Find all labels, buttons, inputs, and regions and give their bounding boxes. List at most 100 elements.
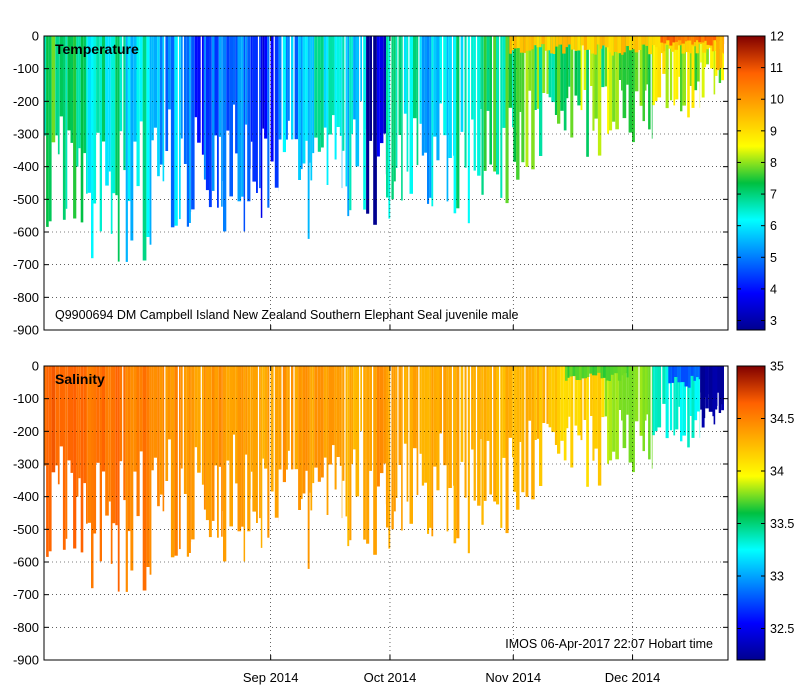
profile-column	[626, 366, 629, 415]
profile-column	[539, 366, 543, 486]
profile-column	[570, 36, 574, 138]
surface-layer-column	[638, 36, 642, 50]
profile-column	[93, 366, 97, 534]
profile-column	[59, 366, 63, 447]
profile-column	[76, 36, 79, 167]
profile-column	[480, 366, 482, 439]
profile-column	[146, 366, 150, 567]
profile-column	[291, 36, 294, 140]
surface-layer-column	[681, 36, 686, 54]
profile-column	[376, 366, 380, 487]
profile-column	[604, 366, 607, 417]
profile-column	[621, 36, 623, 91]
profile-column	[448, 36, 452, 158]
profile-column	[586, 36, 589, 157]
profile-column	[626, 36, 629, 85]
surface-layer-column	[687, 36, 690, 41]
profile-column	[697, 366, 700, 412]
profile-column	[165, 36, 169, 151]
profile-column	[294, 366, 298, 470]
colorbar-tick-label: 8	[770, 156, 777, 170]
profile-column	[493, 366, 496, 502]
profile-column	[105, 366, 109, 516]
surface-layer-column	[678, 36, 682, 46]
x-tick-label: Oct 2014	[364, 670, 417, 685]
profile-column	[203, 36, 206, 180]
colorbar-tick-label: 9	[770, 124, 777, 138]
surface-layer-column	[531, 36, 534, 50]
profile-column	[486, 366, 490, 441]
profile-column	[439, 36, 442, 104]
profile-column	[689, 366, 692, 416]
profile-column	[652, 366, 655, 436]
profile-column	[665, 36, 669, 109]
profile-column	[259, 366, 261, 519]
profile-column	[508, 366, 513, 438]
profile-column	[460, 366, 464, 462]
profile-column	[443, 366, 447, 466]
profile-column	[80, 366, 84, 553]
profile-column	[580, 366, 583, 441]
profile-column	[226, 36, 230, 131]
profile-column	[615, 366, 619, 460]
profile-column	[639, 366, 643, 436]
profile-column	[237, 366, 242, 532]
profile-column	[252, 366, 256, 512]
profile-column	[307, 366, 310, 569]
profile-column	[351, 36, 353, 134]
profile-column	[500, 366, 503, 528]
profile-column	[252, 36, 256, 182]
profile-column	[44, 36, 47, 136]
profile-column	[568, 366, 571, 417]
profile-column	[221, 36, 223, 207]
surface-layer-column	[614, 366, 618, 374]
profile-column	[157, 36, 160, 177]
surface-layer-column	[648, 36, 653, 55]
profile-column	[534, 366, 537, 440]
profile-column	[403, 36, 407, 114]
profile-column	[62, 366, 66, 550]
profile-column	[687, 36, 690, 118]
profile-column	[557, 36, 561, 124]
profile-column	[305, 36, 308, 141]
profile-column	[651, 366, 653, 469]
profile-column	[521, 366, 525, 493]
profile-column	[197, 366, 201, 473]
profile-column	[554, 366, 557, 445]
profile-column	[342, 366, 345, 481]
profile-column	[256, 36, 258, 193]
surface-layer-column	[720, 366, 724, 405]
profile-column	[642, 366, 645, 452]
profile-column	[481, 366, 484, 525]
profile-column	[427, 366, 430, 534]
profile-column	[267, 366, 270, 538]
surface-layer-column	[695, 366, 699, 378]
profile-column	[183, 36, 187, 164]
surface-layer-column	[723, 366, 724, 402]
profile-column	[96, 366, 100, 463]
profile-column	[130, 366, 134, 571]
profile-column	[201, 366, 204, 485]
profile-column	[607, 36, 609, 134]
profile-column	[680, 36, 683, 112]
y-tick-label: 0	[32, 29, 39, 44]
profile-column	[51, 366, 56, 473]
surface-layer-column	[544, 36, 548, 51]
temperature-panel: 0 -100 -200 -300 -400 -500 -600 -700 -800 -900 Te…	[13, 29, 784, 338]
profile-column	[700, 36, 702, 63]
surface-layer-column	[587, 36, 591, 50]
profile-column	[483, 366, 487, 501]
profile-column	[622, 36, 627, 119]
profile-column	[355, 366, 360, 497]
profile-column	[652, 36, 655, 106]
profile-column	[429, 366, 432, 528]
surface-layer-column	[536, 36, 540, 48]
surface-layer-column	[700, 366, 703, 410]
profile-column	[388, 366, 391, 549]
profile-column	[110, 366, 113, 564]
profile-column	[373, 366, 377, 555]
surface-layer-column	[680, 366, 685, 383]
profile-column	[443, 36, 447, 136]
profile-column	[78, 36, 81, 149]
